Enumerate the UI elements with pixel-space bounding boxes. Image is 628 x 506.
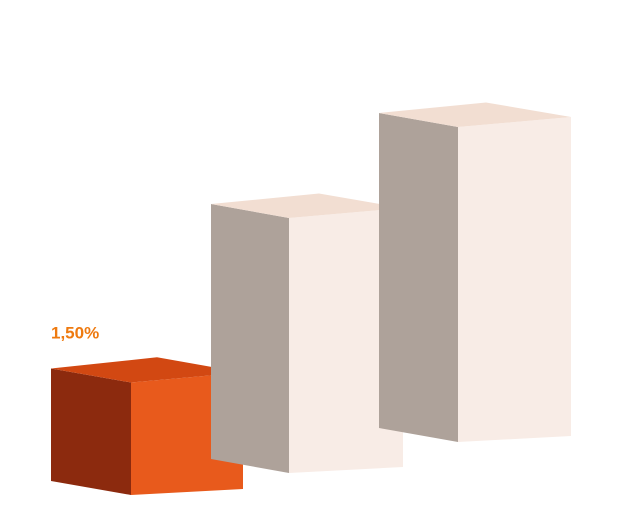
bar-2-front-face [289, 208, 403, 473]
bar-2 [211, 193, 403, 473]
bar-3-top-face [379, 102, 571, 127]
bars-group [51, 102, 571, 495]
bar-2-top-face [211, 193, 403, 218]
bar-1-top-face [51, 357, 243, 383]
bar-3-front-face [458, 117, 571, 442]
bar-2-side-face [211, 204, 289, 473]
bar-1-side-face [51, 368, 131, 495]
data-label-bar-1: 1,50% [51, 324, 99, 343]
bar-3 [379, 102, 571, 442]
bar-3-side-face [379, 113, 458, 442]
